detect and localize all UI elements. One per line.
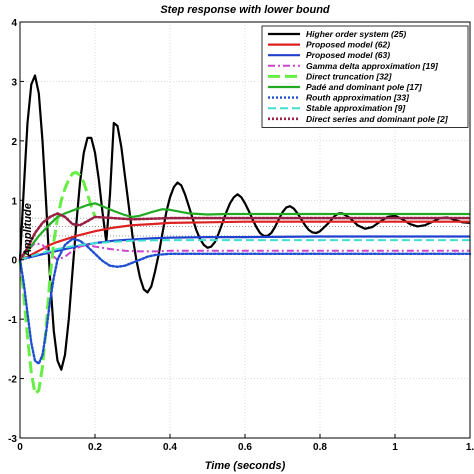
y-tick-label-5: 2 [11,137,17,148]
series-line-3 [19,242,470,261]
x-tick-label-5: 1 [392,442,398,453]
legend-label-0: Higher order system (25) [306,29,406,39]
y-tick-label-0: -3 [8,434,17,445]
series-line-7 [19,239,470,261]
legend-label-2: Proposed model (63) [306,50,390,60]
legend-label-8: Direct series and dominant pole [2] [306,114,449,124]
y-axis-label: Amplitude [22,203,34,258]
legend: Higher order system (25)Proposed model (… [261,25,469,128]
series-layer [18,74,472,395]
legend-label-5: Padé and dominant pole [17] [306,82,423,92]
series-line-6 [18,237,472,365]
series-line-2 [19,235,470,261]
axis-ticks: 0 0.2 0.4 0.6 0.8 1 1. -3 -2 -1 0 1 2 3 4 [8,18,474,453]
y-tick-label-7: 4 [11,18,17,29]
x-tick-label-edge: 1. [466,442,474,453]
y-tick-label-2: -1 [8,315,17,326]
series-line-8 [18,212,472,261]
legend-label-6: Routh approximation [33] [306,93,410,103]
x-axis-label: Time (seconds) [205,460,286,472]
x-tick-label-1: 0.2 [88,442,102,453]
chart-title: Step response with lower bound [160,4,330,16]
x-tick-label-0: 0 [17,442,23,453]
x-tick-label-4: 0.8 [313,442,327,453]
y-tick-label-1: -2 [8,375,17,386]
x-tick-label-2: 0.4 [163,442,177,453]
y-tick-label-4: 1 [11,196,17,207]
legend-label-4: Direct truncation [32] [306,71,393,81]
x-tick-label-3: 0.6 [238,442,252,453]
legend-label-1: Proposed model (62) [306,40,390,50]
y-tick-label-6: 3 [11,77,17,88]
legend-label-7: Stable approximation [9] [306,103,406,113]
series-line-5 [19,202,470,261]
y-tick-label-3: 0 [11,256,17,267]
legend-label-3: Gamma delta approximation [19] [306,61,439,71]
